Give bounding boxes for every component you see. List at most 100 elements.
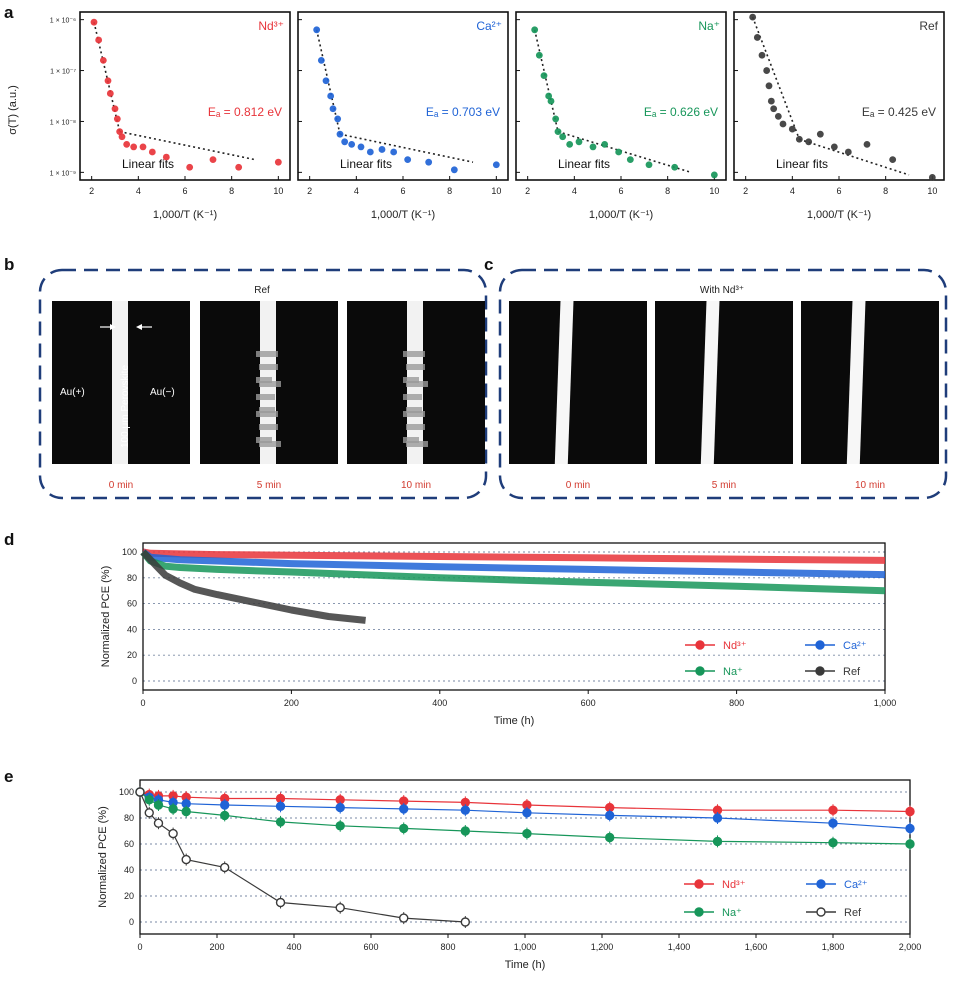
panel-b-time-label: 5 min — [257, 480, 281, 491]
panel-e-ytick-label: 80 — [124, 813, 134, 823]
panel-a-xtick-label: 10 — [927, 186, 937, 196]
panel-b-degradation-spot — [406, 364, 425, 370]
panel-e-marker — [828, 818, 838, 828]
panel-e-xtick-label: 0 — [137, 942, 142, 952]
panel-a-ytick-label: 1 × 10⁻⁷ — [50, 69, 76, 76]
panel-d-legend-label: Ca²⁺ — [843, 640, 867, 652]
panel-a-point — [749, 13, 757, 21]
panel-d-chart: 0 20 40 60 80 100 0 200 400 600 800 1,000 Time (h) No… — [100, 542, 896, 727]
panel-a-xtick-label: 4 — [572, 186, 577, 196]
panel-e-legend-label: Nd³⁺ — [722, 879, 746, 891]
panel-a-activation-energy: Eₐ = 0.626 eV — [644, 105, 718, 119]
panel-e-ytick-label: 100 — [119, 787, 134, 797]
panel-d-series-line — [140, 549, 366, 624]
panel-e-marker — [219, 862, 230, 873]
panel-a-xtick-label: 4 — [136, 186, 141, 196]
panel-a-point — [148, 148, 156, 156]
panel-b-degradation-spot — [403, 411, 425, 417]
panel-d-xtick-label: 0 — [140, 698, 145, 708]
panel-a-point — [645, 161, 653, 169]
panel-e-marker — [605, 832, 615, 843]
panel-e-xtick-label: 1,400 — [668, 942, 691, 952]
panel-a-point — [788, 125, 796, 133]
panel-e-marker — [460, 826, 471, 836]
panel-e-marker — [335, 903, 345, 913]
panel-b-degradation-spot — [256, 437, 272, 443]
panel-e-marker — [275, 897, 286, 908]
panel-b-degradation-spot — [403, 351, 425, 357]
panel-a-point — [753, 34, 761, 41]
panel-d-legend-label: Na⁺ — [723, 666, 743, 678]
panel-a-point — [95, 36, 103, 44]
panel-a-fit-low-0 — [119, 130, 256, 161]
panel-a-point — [341, 138, 349, 146]
panel-a-point — [830, 143, 838, 151]
panel-a-point — [113, 115, 121, 123]
panel-a-point — [348, 140, 356, 148]
panel-e-marker — [335, 802, 345, 813]
panel-d-ytick-label: 60 — [127, 599, 137, 609]
panel-a-xtick-label: 6 — [400, 186, 405, 196]
panel-letter-c: c — [484, 255, 493, 274]
panel-a-arrhenius: 2 4 6 8 10 1 × 10⁻⁶ 1 × 10⁻⁷ 1 × 10⁻⁸ 1 × 10⁻⁹ 1,… — [50, 11, 945, 221]
panel-c-time-label: 0 min — [566, 480, 590, 491]
panel-d-legend-label: Ref — [843, 666, 861, 678]
panel-a-point — [111, 105, 119, 113]
panel-a-point — [552, 115, 560, 123]
panel-e-marker — [399, 913, 409, 923]
panel-d-ylabel: Normalized PCE (%) — [100, 566, 112, 667]
panel-c-time-label: 5 min — [712, 480, 736, 491]
panel-a-point — [863, 140, 871, 148]
panel-a-linear-fits: Linear fits — [122, 157, 174, 171]
panel-b-degradation-spot — [406, 441, 428, 447]
panel-b-title: Ref — [254, 285, 270, 296]
panel-e-marker — [605, 810, 615, 821]
panel-a-xtick-label: 2 — [89, 186, 94, 196]
panel-e-marker — [219, 810, 230, 821]
panel-b-degradation-spot — [259, 364, 278, 370]
panel-d-xlabel: Time (h) — [494, 715, 535, 727]
panel-b-dashed-box — [38, 268, 488, 500]
panel-d-legend-marker — [695, 666, 705, 676]
panel-a-series-name: Ref — [919, 19, 938, 33]
panel-e-marker — [335, 821, 345, 831]
panel-a-point — [123, 140, 131, 148]
panel-e-ylabel: Normalized PCE (%) — [97, 806, 109, 907]
panel-e-marker — [275, 801, 286, 811]
panel-a-point — [540, 72, 548, 80]
panel-a-fit-low-2 — [557, 130, 692, 174]
panel-e-ytick-label: 60 — [124, 839, 134, 849]
panel-a-point — [589, 143, 597, 151]
panel-e-marker — [712, 836, 723, 847]
panel-a-point — [710, 171, 718, 179]
panel-a-xtick-label: 8 — [665, 186, 670, 196]
panel-e-marker — [712, 813, 723, 823]
panel-d-xtick-label: 400 — [432, 698, 447, 708]
panel-a-series-name: Na⁺ — [698, 19, 720, 33]
panel-c-time-label: 10 min — [855, 480, 885, 491]
panel-a-xtick-label: 8 — [447, 186, 452, 196]
panel-a-point — [118, 133, 126, 141]
panel-b-gap-channel — [112, 301, 128, 464]
panel-b-electrode-left: Au(+) — [60, 387, 85, 398]
panel-e-marker — [905, 806, 915, 817]
panel-a-point — [378, 146, 386, 153]
panel-a-point — [535, 51, 543, 59]
panel-e-marker — [219, 800, 230, 810]
panel-d-legend-label: Nd³⁺ — [723, 640, 747, 652]
panel-c-micrographs: With Nd³⁺ 0 min 5 min 10 min — [498, 268, 948, 500]
panel-a-linear-fits: Linear fits — [558, 157, 610, 171]
panel-e-marker — [144, 795, 154, 805]
panel-a-point — [816, 130, 824, 138]
panel-e-xtick-label: 2,000 — [899, 942, 922, 952]
panel-a-xtick-label: 6 — [182, 186, 187, 196]
panel-c-micrograph-1 — [655, 301, 793, 464]
panel-e-marker — [144, 808, 154, 818]
panel-e-marker — [399, 823, 409, 834]
panel-a-point — [601, 140, 609, 148]
panel-a-point — [130, 143, 138, 151]
panel-d-xtick-label: 800 — [729, 698, 744, 708]
panel-a-point — [334, 115, 342, 123]
panel-e-ytick-label: 40 — [124, 865, 134, 875]
panel-b-micrographs: Ref 0 min 5 min 10 min Au(+) Au(−) 100 μm Per… — [38, 268, 488, 500]
